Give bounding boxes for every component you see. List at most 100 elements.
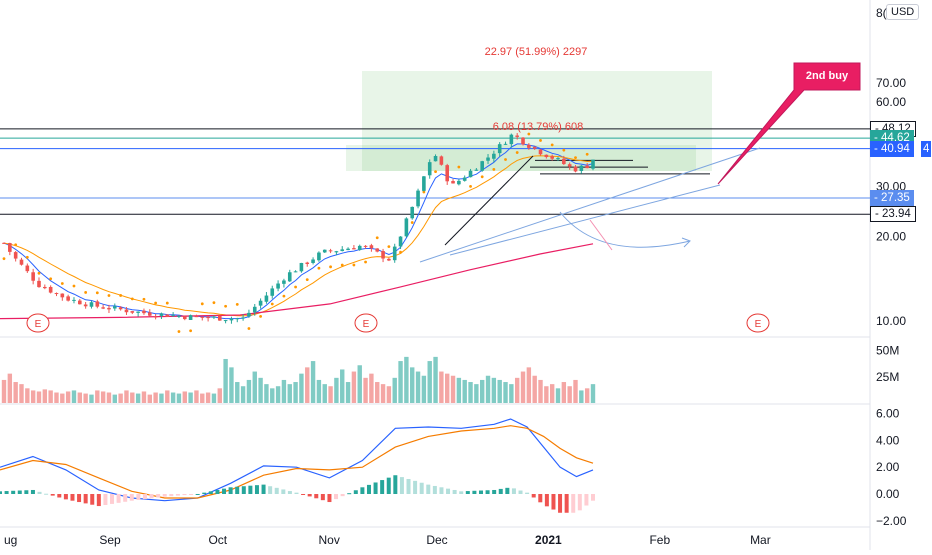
volume-bar xyxy=(275,386,281,403)
volume-bar xyxy=(363,377,368,403)
sar-dot xyxy=(72,284,76,288)
candle-body xyxy=(387,258,391,261)
price-tag-40.94: - 40.94 xyxy=(870,140,914,157)
macd-histogram-bar xyxy=(571,494,576,513)
volume-bar xyxy=(65,391,71,403)
candle-body xyxy=(363,245,368,247)
candle-body xyxy=(54,293,59,295)
volume-bar xyxy=(415,371,421,403)
candle-body xyxy=(200,316,205,318)
volume-bar xyxy=(584,388,590,403)
macd-histogram-bar xyxy=(175,494,180,496)
volume-bar xyxy=(165,390,170,403)
sar-dot xyxy=(492,167,496,171)
candle-body xyxy=(118,307,123,310)
volume-bar xyxy=(188,392,193,403)
volume-bar xyxy=(71,390,77,403)
earnings-marker-feb[interactable]: E xyxy=(746,313,770,333)
earnings-marker-nov[interactable]: E xyxy=(354,313,378,333)
candle-body xyxy=(346,248,350,251)
trendline-lower xyxy=(449,184,721,256)
macd-histogram-bar xyxy=(498,488,503,494)
candle-body xyxy=(340,249,345,252)
candle-body xyxy=(78,300,82,305)
sar-dot xyxy=(270,302,274,306)
sar-dot xyxy=(37,271,41,275)
macd-histogram-bar xyxy=(432,485,437,494)
volume-bar xyxy=(48,390,53,403)
candle-body xyxy=(165,314,170,317)
macd-histogram-bar xyxy=(162,494,167,497)
volume-bar xyxy=(287,384,292,403)
macd-histogram-bar xyxy=(268,486,273,494)
price-tick-label: 10.00 xyxy=(876,314,906,328)
time-tick-label: Oct xyxy=(208,533,227,547)
projection-arc xyxy=(559,211,691,248)
price-tag-27.35: - 27.35 xyxy=(870,189,914,206)
candle-body xyxy=(217,315,222,321)
candle-body xyxy=(287,272,292,282)
candle-body xyxy=(527,144,531,148)
volume-bar xyxy=(130,392,135,403)
currency-label: USD xyxy=(891,6,915,18)
candle-body xyxy=(521,137,525,145)
sar-dot xyxy=(375,236,379,240)
volume-bar xyxy=(293,382,298,403)
earnings-marker-label: E xyxy=(35,319,42,330)
candle-body xyxy=(159,313,164,316)
sar-dot xyxy=(200,302,204,306)
candle-body xyxy=(212,316,216,318)
candle-body xyxy=(591,159,595,169)
sar-dot xyxy=(317,266,321,270)
volume-bar xyxy=(468,382,473,403)
candle-body xyxy=(147,312,152,316)
earnings-marker-label: E xyxy=(755,319,762,330)
currency-selector[interactable]: USD xyxy=(886,4,920,20)
sar-dot xyxy=(107,294,111,297)
candle-body xyxy=(171,315,175,317)
macd-histogram-bar xyxy=(386,477,391,494)
time-tick-label: ug xyxy=(4,533,17,547)
candle-body xyxy=(550,156,554,159)
projection-pink xyxy=(589,219,613,251)
candle-body xyxy=(573,166,578,172)
sar-dot xyxy=(130,297,134,301)
price-tick-label: 70.00 xyxy=(876,76,906,90)
candle-body xyxy=(451,181,455,184)
sar-dot xyxy=(457,165,461,169)
target-zone[interactable] xyxy=(362,71,712,171)
macd-histogram-bar xyxy=(452,489,457,494)
volume-bar xyxy=(433,356,438,403)
candle-body xyxy=(101,307,105,309)
volume-bar xyxy=(410,367,415,403)
sar-dot xyxy=(282,294,286,298)
macd-histogram-bar xyxy=(406,478,411,494)
sar-dot xyxy=(294,285,297,289)
candle-body xyxy=(264,295,269,302)
macd-histogram-bar xyxy=(4,491,9,494)
volume-bar xyxy=(1,379,7,403)
sar-dot xyxy=(235,303,239,306)
sar-dot xyxy=(515,151,519,154)
candle-body xyxy=(66,296,70,301)
volume-bar xyxy=(153,392,158,403)
time-tick-label: Nov xyxy=(319,533,340,547)
macd-histogram-bar xyxy=(11,490,16,494)
projection-arrowhead xyxy=(681,237,691,248)
macd-histogram-bar xyxy=(110,494,115,504)
sar-dot xyxy=(177,330,181,333)
macd-histogram-bar xyxy=(156,494,161,498)
earnings-marker-aug[interactable]: E xyxy=(26,313,50,333)
sar-dot xyxy=(480,175,484,179)
volume-bar xyxy=(77,392,83,403)
volume-bar xyxy=(479,379,485,403)
volume-bar xyxy=(141,391,147,403)
macd-histogram-bar xyxy=(24,490,29,494)
callout-2nd-buy[interactable]: 2nd buy xyxy=(717,62,861,185)
volume-bar xyxy=(205,392,211,403)
time-tick-label: Mar xyxy=(750,533,771,547)
macd-histogram-bar xyxy=(30,489,35,494)
volume-bar xyxy=(514,377,520,403)
